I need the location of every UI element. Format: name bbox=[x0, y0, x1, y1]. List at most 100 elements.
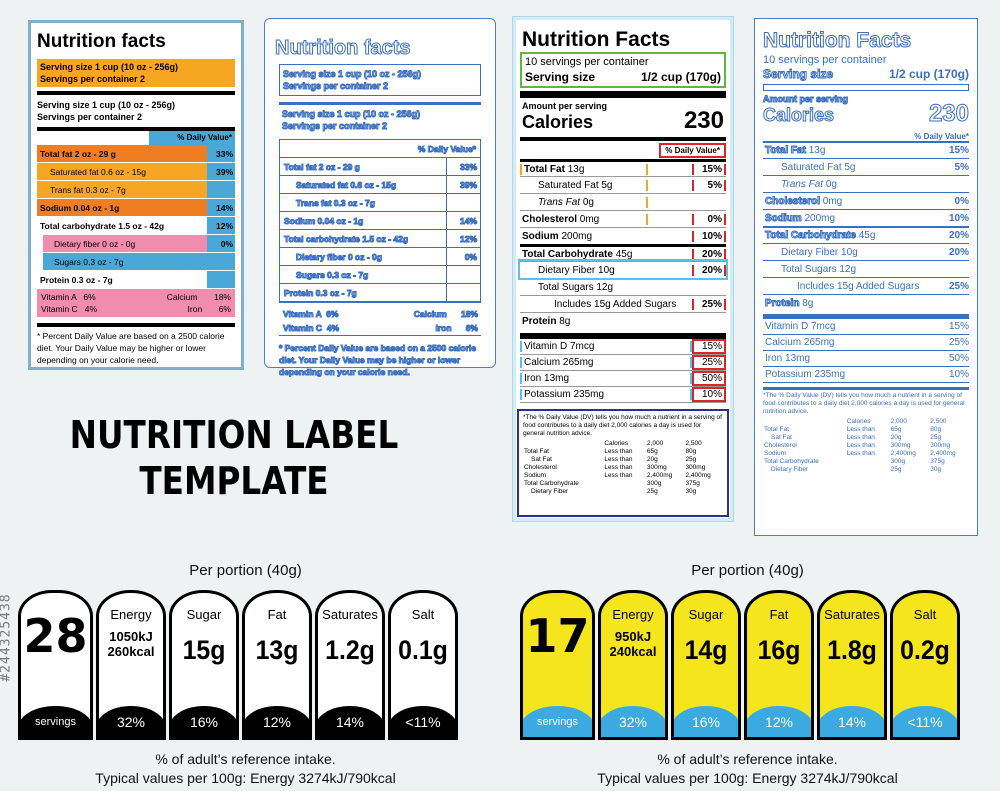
nutrient-dv: 14% bbox=[207, 199, 235, 216]
table-cell: 20g bbox=[646, 456, 658, 463]
nutrient-row: Sodium 200mg 10% bbox=[763, 209, 969, 226]
nutrient-dv bbox=[446, 284, 480, 301]
nutrient-dv: 33% bbox=[446, 158, 480, 175]
nutrient-name: Total Fat 13g bbox=[763, 145, 935, 157]
tile-label: Salt bbox=[411, 607, 435, 622]
nutrient-dv: 0% bbox=[446, 248, 480, 265]
label-title: Nutrition Facts bbox=[763, 29, 912, 53]
front-of-pack-label-bw: Per portion (40g) 28 servings Energy 1050kJ… bbox=[18, 562, 473, 786]
nutrient-label: Total Sugars bbox=[781, 263, 837, 275]
nutrient-dv: 0% bbox=[692, 213, 726, 225]
nutrient-tile: Salt 0.2g <11% bbox=[890, 590, 960, 740]
table-header-cell: Calories bbox=[846, 418, 871, 425]
serving-size-value: 1/2 cup (170g) bbox=[640, 70, 721, 84]
serving-box: 10 servings per container Serving size 1/… bbox=[520, 52, 726, 88]
nutrient-label: Sodium bbox=[765, 212, 803, 224]
vitamins-box: Vitamin D 7mcg 15% Calcium 265mg 25% Iron 13… bbox=[755, 319, 977, 383]
nutrient-name: Total carbohydrate 1.5 oz - 42g bbox=[284, 233, 409, 244]
nutrient-tile: Saturates 1.2g 14% bbox=[315, 590, 385, 740]
table-header-cell: 2,000 bbox=[890, 418, 907, 425]
vitamin-row: Potassium 235mg 10% bbox=[763, 367, 969, 383]
vitamin-dv: 25% bbox=[948, 337, 969, 348]
nutrient-row: Total Fat 13g 15% bbox=[520, 159, 726, 176]
nutrient-name: Includes 15g Added Sugars bbox=[763, 281, 935, 292]
nutrient-row: Total fat 2 oz - 29 g 33% bbox=[280, 158, 480, 176]
nutrient-name: Trans fat 0.3 oz - 7g bbox=[37, 181, 207, 198]
vitamin-right: Calcium 18% bbox=[413, 309, 478, 320]
nutrient-name: Total carbohydrate 1.5 oz - 42g bbox=[37, 217, 207, 234]
tile-value: 13g bbox=[255, 635, 299, 665]
nutrient-row: Cholesterol 0mg 0% bbox=[520, 210, 726, 227]
fda-nutrition-label-outline: Nutrition Facts 10 servings per containe… bbox=[754, 18, 978, 536]
serving-size: Serving size 1 cup (10 oz - 256g) bbox=[37, 100, 176, 110]
vitamin-row: Vitamin D 7mcg 15% bbox=[520, 339, 726, 355]
nutrient-name: Sugars 0.3 oz - 7g bbox=[43, 253, 207, 270]
fda-nutrition-label: Nutrition Facts 10 servings per containe… bbox=[512, 16, 734, 522]
nutrient-amount: 8g bbox=[799, 297, 814, 309]
nutrient-name: Sodium 200mg bbox=[763, 212, 935, 224]
footnote-box: *The % Daily Value (DV) tells you how mu… bbox=[517, 409, 729, 517]
calories-label: Calories bbox=[762, 105, 835, 126]
nutrient-amount: 45g bbox=[612, 248, 633, 260]
nutrient-row: Trans fat 0.3 oz - 7g bbox=[280, 194, 480, 212]
nutrient-label: Saturated Fat bbox=[781, 161, 842, 173]
nutrient-name: Total Carbohydrate 45g bbox=[763, 230, 935, 242]
table-cell: Total Fat bbox=[524, 448, 549, 455]
table-cell: Sat Fat bbox=[531, 456, 552, 463]
tile-label: Sugar bbox=[688, 607, 724, 622]
servings-label: servings bbox=[21, 706, 90, 737]
vitamin-left: Vitamin A 6% bbox=[41, 292, 96, 302]
table-cell: 2,400mg bbox=[890, 450, 916, 457]
table-cell: 300mg bbox=[685, 464, 706, 471]
calories-block: Amount per serving Calories 230 bbox=[762, 94, 969, 128]
dv-header: % Daily Value* bbox=[914, 132, 969, 141]
nutrient-label: Total Fat bbox=[765, 145, 807, 157]
label-title: Nutrition facts bbox=[275, 37, 412, 60]
nutrient-label: Cholesterol bbox=[522, 213, 578, 225]
table-header-cell: Calories bbox=[604, 440, 629, 447]
nutrient-dv bbox=[207, 253, 235, 270]
vitamin-name: Iron 13mg bbox=[765, 353, 811, 364]
nutrient-dv: 20% bbox=[948, 230, 969, 241]
vitamin-dv: 50% bbox=[692, 371, 726, 386]
nutrient-name: Saturated fat 0.6 oz - 15g bbox=[37, 163, 207, 180]
nutrient-row: Total carbohydrate 1.5 oz - 42g 12% bbox=[37, 217, 235, 235]
table-row: Total Carbohydrate 300g 375g bbox=[763, 458, 969, 466]
nutrient-amount: 0g bbox=[823, 178, 837, 190]
table-row: Total Fat Less than 65g 80g bbox=[763, 426, 969, 434]
nutrient-dv: 15% bbox=[692, 163, 726, 175]
nutrient-label: Total Carbohydrate bbox=[765, 230, 857, 242]
vitamin-right: Iron 6% bbox=[435, 323, 479, 334]
table-cell: Less than bbox=[846, 426, 875, 433]
table-cell: 375g bbox=[930, 458, 945, 465]
calories-block: Amount per serving Calories 230 bbox=[522, 101, 724, 135]
nutrient-row: Sodium 200mg 10% bbox=[520, 227, 726, 244]
tile-percent: 32% bbox=[99, 706, 163, 737]
divider bbox=[37, 91, 235, 95]
table-cell: Sat Fat bbox=[771, 434, 792, 441]
vitamin-dv: 50% bbox=[948, 353, 969, 364]
nutrient-label: Dietary Fiber bbox=[538, 264, 596, 276]
nutrient-row: Total fat 2 oz - 29 g 33% bbox=[37, 145, 235, 163]
nutrient-name: Total Sugars 12g bbox=[520, 282, 692, 293]
tile-label: Salt bbox=[913, 607, 937, 622]
tile-label: Energy bbox=[110, 607, 152, 622]
nutrient-row: Sugars 0.3 oz - 7g bbox=[280, 266, 480, 284]
nutrient-row: Dietary Fiber 10g 20% bbox=[763, 243, 969, 260]
vitamin-row: Vitamin D 7mcg 15% bbox=[763, 319, 969, 335]
footnote-box: *The % Daily Value (DV) tells you how mu… bbox=[763, 387, 969, 474]
nutrient-tile: Energy 1050kJ 260kcal 32% bbox=[96, 590, 166, 740]
nutrient-name: Dietary Fiber 10g bbox=[520, 265, 692, 276]
nutrient-name: Saturated Fat 5g bbox=[763, 162, 935, 173]
table-row: Cholesterol Less than 300mg 300mg bbox=[763, 442, 969, 450]
amount-per-serving: Amount per serving bbox=[522, 101, 608, 111]
tiles: 28 servings Energy 1050kJ 260kcal 32% Sugar 15g… bbox=[18, 590, 473, 740]
tile-percent: <11% bbox=[893, 706, 957, 737]
nutrient-amount: 13g bbox=[805, 145, 826, 156]
nutrient-tile: Fat 13g 12% bbox=[242, 590, 312, 740]
table-cell: Sodium bbox=[764, 450, 787, 457]
nutrition-label-colored: Nutrition facts Serving size 1 cup (10 o… bbox=[28, 20, 244, 370]
serving-box: Serving size 1 cup (10 oz - 256g) Servin… bbox=[37, 59, 235, 87]
nutrient-row: Sodium 0.04 oz - 1g 14% bbox=[280, 212, 480, 230]
divider bbox=[520, 137, 726, 141]
